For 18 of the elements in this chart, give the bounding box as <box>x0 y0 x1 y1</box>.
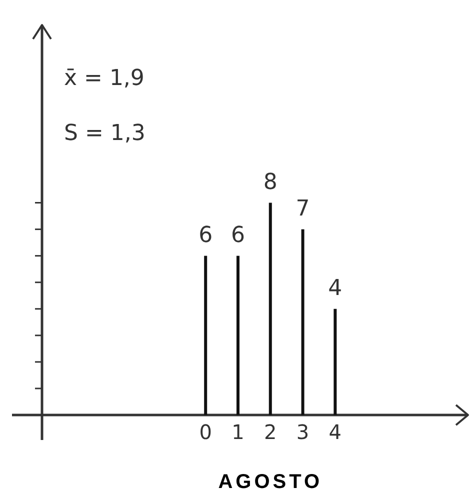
bar <box>301 229 304 415</box>
bar <box>236 256 240 415</box>
bar <box>204 256 208 415</box>
text: AGOSTO <box>218 471 323 493</box>
x-tick-label: 4 <box>328 420 342 444</box>
bar <box>334 308 337 415</box>
x-tick-label: 1 <box>232 420 244 444</box>
data-label: 6 <box>198 222 213 248</box>
data-label: 8 <box>263 170 278 195</box>
data-label: 4 <box>328 276 342 301</box>
annotation: x̄ = 1,9 <box>64 66 144 91</box>
data-label: 7 <box>296 196 310 222</box>
data-label: 6 <box>230 222 245 248</box>
x-tick-label: 0 <box>199 420 212 444</box>
bar <box>268 202 272 415</box>
x-tick-label: 2 <box>264 420 277 444</box>
x-tick-label: 3 <box>296 420 310 444</box>
annotation: S = 1,3 <box>64 121 146 146</box>
